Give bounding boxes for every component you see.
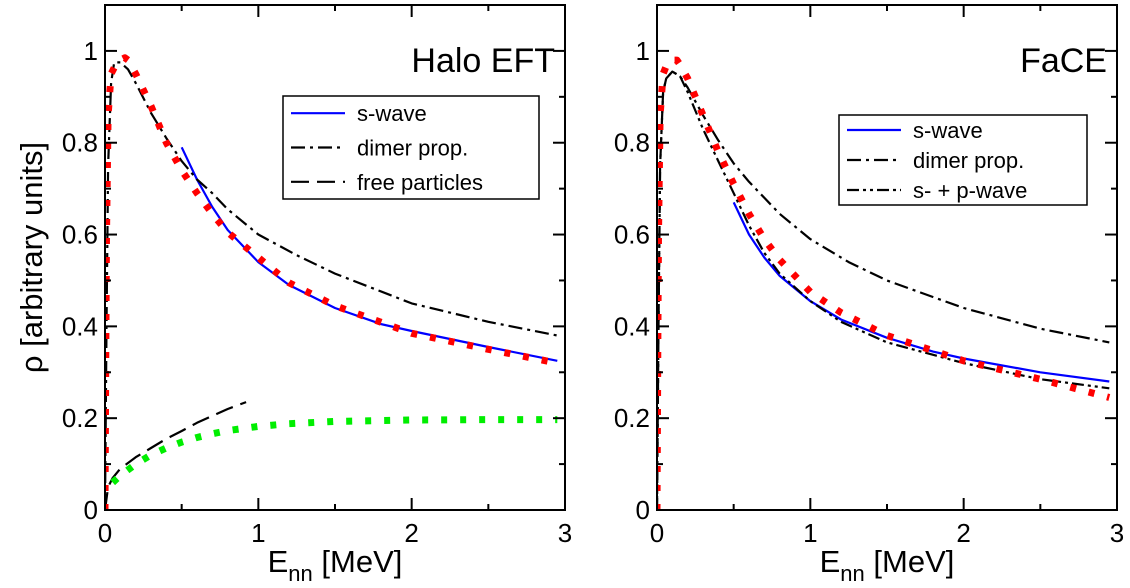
series-line-dimer-prop- bbox=[657, 70, 1110, 510]
y-tick-label: 0.6 bbox=[614, 220, 650, 250]
x-axis-label: Enn [MeV] bbox=[820, 544, 955, 586]
x-tick-label: 1 bbox=[803, 518, 817, 548]
x-tick-label: 0 bbox=[98, 518, 112, 548]
plot-frame bbox=[656, 4, 1118, 511]
x-axis-label: Enn [MeV] bbox=[268, 544, 403, 586]
series-line-s-wave bbox=[732, 201, 1110, 383]
chart-title: FaCE bbox=[1020, 42, 1107, 80]
y-tick-label: 0 bbox=[636, 495, 650, 525]
x-tick-label: 1 bbox=[251, 518, 265, 548]
legend: s-wave dimer prop. free particles bbox=[282, 95, 540, 200]
legend-label: s-wave bbox=[913, 118, 983, 143]
y-tick-label: 1 bbox=[84, 36, 98, 66]
chart-title: Halo EFT bbox=[411, 42, 555, 80]
x-tick-label: 3 bbox=[558, 518, 572, 548]
series-line-curve-3 bbox=[105, 54, 558, 510]
y-tick-label: 0.8 bbox=[614, 128, 650, 158]
y-axis-label: ρ [arbitrary units] bbox=[14, 142, 49, 373]
y-tick-label: 0.8 bbox=[62, 128, 98, 158]
legend-label: s- + p-wave bbox=[913, 178, 1027, 203]
x-tick-label: 0 bbox=[650, 518, 664, 548]
legend: s-wave dimer prop. s- + p-wave bbox=[838, 114, 1088, 206]
y-tick-label: 0.2 bbox=[614, 403, 650, 433]
y-tick-label: 0.4 bbox=[614, 311, 650, 341]
series-line-dimer-prop- bbox=[105, 61, 558, 510]
y-tick-label: 0.4 bbox=[62, 311, 98, 341]
y-tick-label: 0.2 bbox=[62, 403, 98, 433]
y-tick-label: 0.6 bbox=[62, 220, 98, 250]
series-line-free-particles bbox=[105, 401, 247, 510]
series-line-curve-4 bbox=[110, 416, 558, 486]
y-tick-label: 0 bbox=[84, 495, 98, 525]
x-tick-label: 2 bbox=[404, 518, 418, 548]
x-tick-label: 2 bbox=[956, 518, 970, 548]
x-tick-label: 3 bbox=[1110, 518, 1124, 548]
y-tick-label: 1 bbox=[636, 36, 650, 66]
legend-label: s-wave bbox=[357, 101, 427, 126]
legend-label: free particles bbox=[357, 170, 483, 195]
legend-label: dimer prop. bbox=[357, 136, 468, 161]
legend-label: dimer prop. bbox=[913, 148, 1024, 173]
